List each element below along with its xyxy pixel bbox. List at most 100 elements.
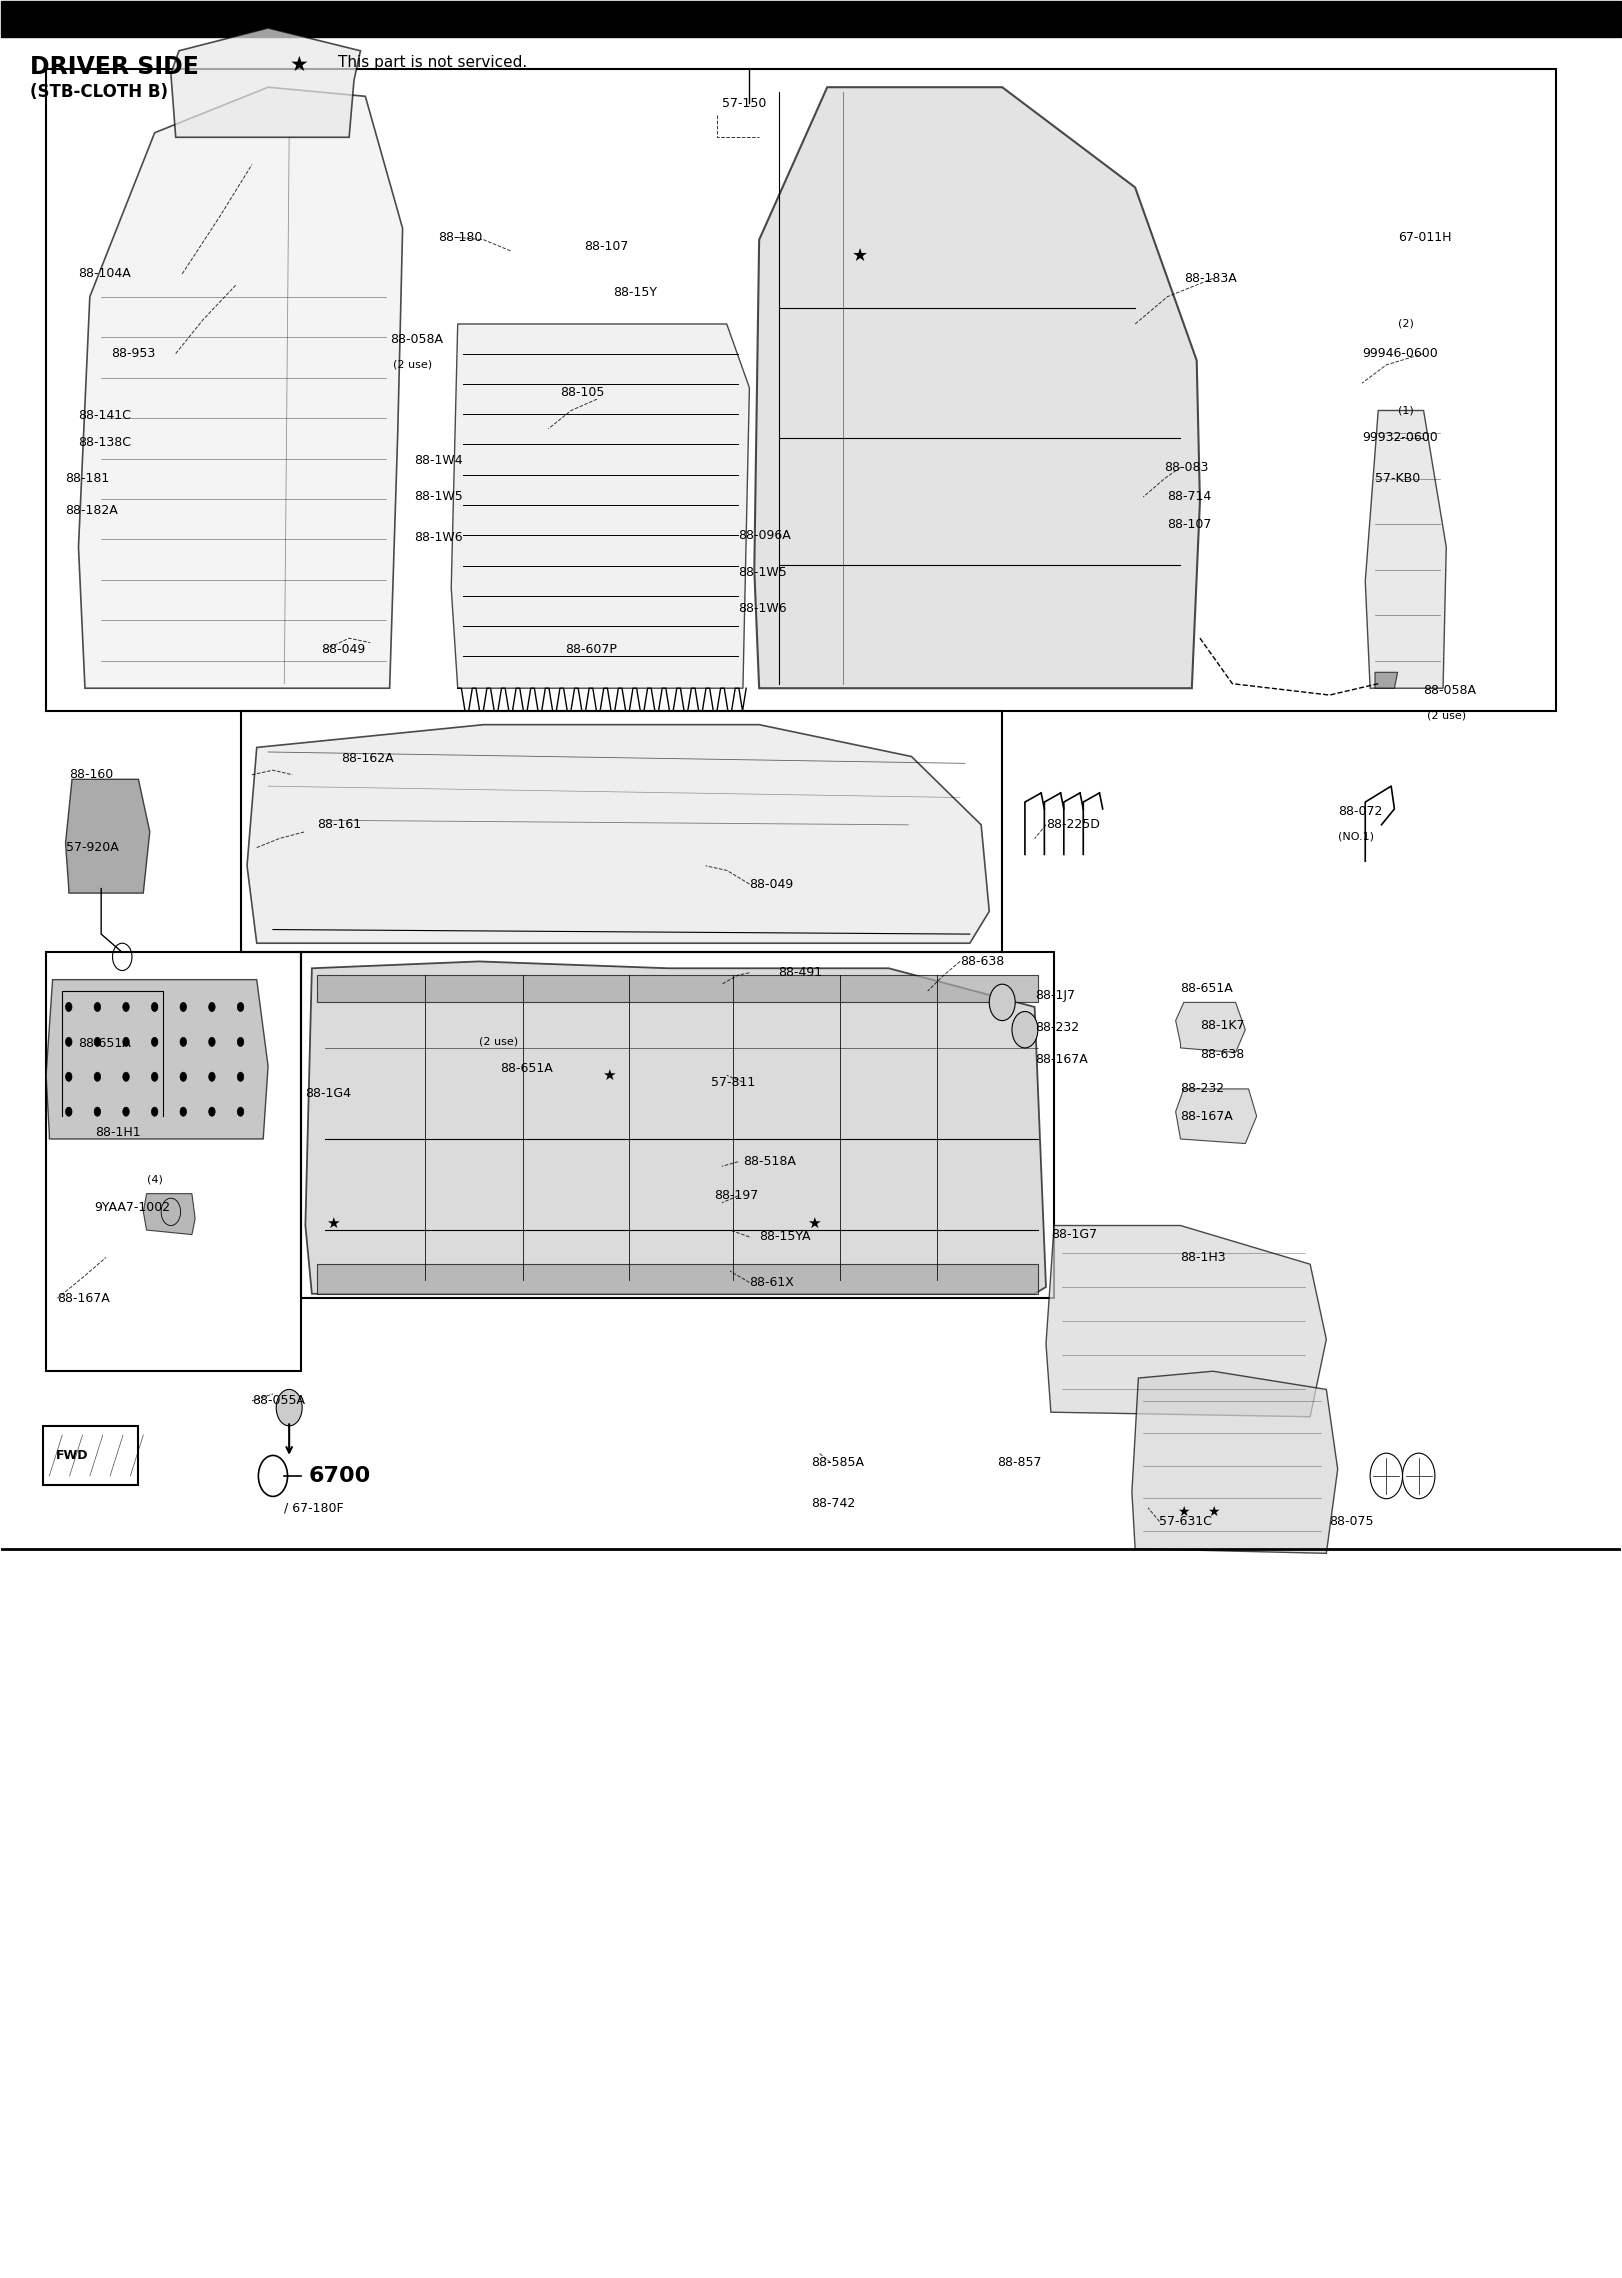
Polygon shape [451,323,749,688]
Text: This part is not serviced.: This part is not serviced. [337,55,527,71]
Text: 88-183A: 88-183A [1184,271,1236,285]
Polygon shape [170,27,360,137]
Text: 88-049: 88-049 [321,642,367,656]
Text: 88-232: 88-232 [1181,1082,1225,1096]
Circle shape [123,1107,130,1116]
Text: 88-638: 88-638 [1200,1048,1244,1062]
Circle shape [237,1036,243,1046]
Text: 88-182A: 88-182A [65,503,118,517]
Circle shape [123,1036,130,1046]
Text: 9YAA7-1002: 9YAA7-1002 [94,1201,170,1214]
Text: 88-651A: 88-651A [78,1036,131,1050]
Circle shape [237,1002,243,1011]
Text: 88-742: 88-742 [811,1497,855,1510]
Polygon shape [143,1194,195,1235]
Text: 88-167A: 88-167A [1181,1109,1233,1123]
Text: 99946-0600: 99946-0600 [1362,346,1437,360]
Text: 88-058A: 88-058A [1424,683,1476,697]
Text: ★: ★ [289,55,308,75]
Circle shape [209,1073,216,1082]
Circle shape [94,1073,101,1082]
Circle shape [1012,1011,1038,1048]
Text: 88-15Y: 88-15Y [613,285,657,298]
Bar [45,952,300,1371]
Text: 88-160: 88-160 [68,768,114,781]
Text: 88-138C: 88-138C [78,435,131,449]
Text: (2): (2) [1398,319,1413,328]
Text: 88-1G7: 88-1G7 [1051,1228,1096,1242]
Circle shape [180,1073,187,1082]
Text: 88-075: 88-075 [1330,1515,1374,1529]
Text: 88-585A: 88-585A [811,1456,865,1469]
Text: 88-638: 88-638 [960,954,1004,968]
Circle shape [276,1390,302,1426]
Text: 57-KB0: 57-KB0 [1375,472,1421,485]
Bar [240,711,1002,952]
Text: (2 use): (2 use) [478,1036,517,1046]
Text: (2 use): (2 use) [393,360,431,369]
Text: (1): (1) [1398,405,1413,415]
Circle shape [65,1036,71,1046]
Text: 88-1K7: 88-1K7 [1200,1018,1244,1032]
Text: 57-150: 57-150 [722,96,766,109]
Circle shape [209,1107,216,1116]
Text: 88-1W5: 88-1W5 [738,565,787,579]
Bar [45,68,1557,711]
Text: 88-15YA: 88-15YA [759,1230,811,1244]
Circle shape [237,1107,243,1116]
Circle shape [209,1002,216,1011]
Polygon shape [316,1264,1038,1294]
Text: 88-162A: 88-162A [341,752,394,765]
Polygon shape [1046,1226,1327,1417]
Polygon shape [1176,1089,1257,1144]
Circle shape [94,1002,101,1011]
Text: 88-055A: 88-055A [251,1394,305,1408]
Text: 88-096A: 88-096A [738,528,792,542]
Text: 88-651A: 88-651A [500,1062,553,1075]
Text: 88-083: 88-083 [1165,460,1208,474]
Polygon shape [305,961,1046,1294]
Circle shape [65,1073,71,1082]
Polygon shape [1132,1371,1338,1554]
Text: 88-1H1: 88-1H1 [94,1125,141,1139]
Text: 88-953: 88-953 [110,346,156,360]
Circle shape [151,1107,157,1116]
Bar [0,0,1622,36]
Circle shape [209,1036,216,1046]
Text: 88-232: 88-232 [1035,1021,1079,1034]
Text: ★: ★ [1207,1506,1220,1519]
Text: ★: ★ [326,1216,339,1230]
Text: 88-104A: 88-104A [78,267,131,280]
Bar [300,952,1054,1298]
Polygon shape [1366,410,1447,688]
Circle shape [989,984,1015,1021]
Polygon shape [316,975,1038,1002]
Polygon shape [45,980,268,1139]
Text: 88-072: 88-072 [1338,804,1382,818]
Text: 88-105: 88-105 [560,385,603,399]
Text: (2 use): (2 use) [1427,711,1466,720]
Circle shape [123,1073,130,1082]
Text: 57-811: 57-811 [710,1075,754,1089]
Text: 57-920A: 57-920A [65,841,118,854]
Text: 88-107: 88-107 [1168,517,1212,531]
Text: 88-1W5: 88-1W5 [414,490,462,503]
Text: 88-1G4: 88-1G4 [305,1087,352,1100]
FancyBboxPatch shape [42,1426,138,1485]
Text: 88-107: 88-107 [584,239,628,253]
Text: 99932-0600: 99932-0600 [1362,431,1437,444]
Polygon shape [1176,1002,1246,1052]
Text: 88-651A: 88-651A [1181,982,1233,995]
Text: 88-714: 88-714 [1168,490,1212,503]
Circle shape [180,1107,187,1116]
Text: 88-1J7: 88-1J7 [1035,989,1075,1002]
Text: 88-049: 88-049 [749,877,793,891]
Text: ★: ★ [602,1068,615,1082]
Text: 88-1W6: 88-1W6 [414,531,462,544]
Text: 6700: 6700 [308,1467,371,1485]
Text: 88-161: 88-161 [316,818,360,831]
Text: (NO.1): (NO.1) [1338,831,1374,841]
Text: DRIVER SIDE: DRIVER SIDE [29,55,200,80]
Polygon shape [1375,672,1398,688]
Polygon shape [247,724,989,943]
